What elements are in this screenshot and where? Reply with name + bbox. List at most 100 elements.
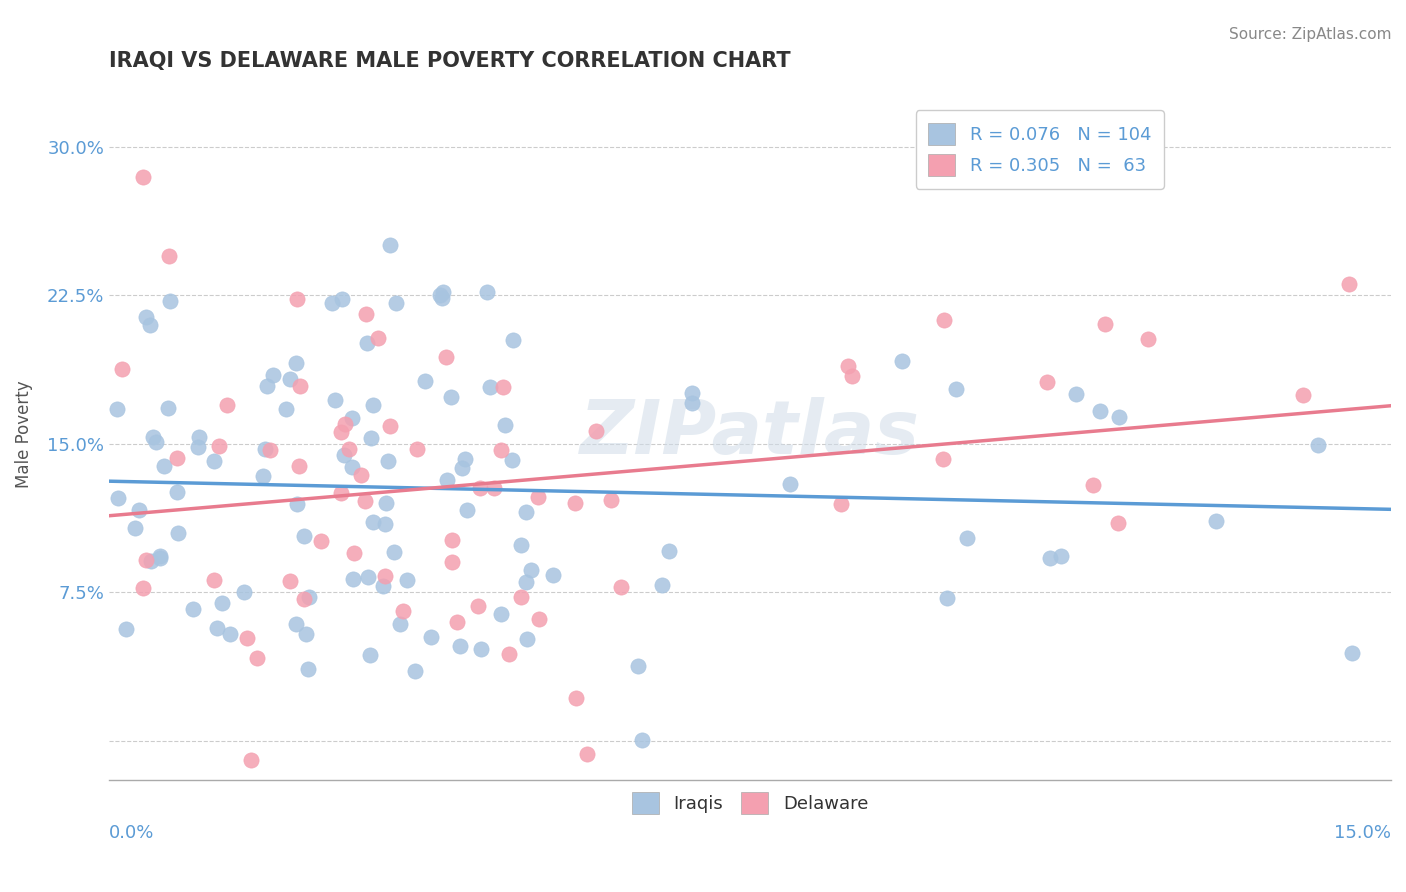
Point [389, 616, 412, 631]
Point [520, 563, 543, 577]
Point [340, 459, 363, 474]
Point [288, 378, 311, 392]
Point [361, 398, 384, 412]
Point [441, 556, 464, 570]
Point [515, 504, 537, 518]
Point [658, 544, 681, 558]
Point [359, 648, 381, 662]
Point [285, 292, 308, 306]
Point [1205, 514, 1227, 528]
Point [153, 459, 176, 474]
Point [945, 382, 967, 396]
Point [332, 448, 354, 462]
Point [434, 351, 457, 365]
Point [609, 580, 631, 594]
Point [501, 453, 523, 467]
Point [166, 485, 188, 500]
Point [509, 538, 531, 552]
Point [217, 398, 239, 412]
Point [132, 169, 155, 184]
Point [295, 627, 318, 641]
Point [492, 380, 515, 394]
Point [159, 294, 181, 309]
Point [115, 622, 138, 636]
Point [420, 630, 443, 644]
Point [278, 574, 301, 589]
Point [246, 650, 269, 665]
Point [298, 590, 321, 604]
Point [489, 443, 512, 458]
Point [285, 616, 308, 631]
Point [343, 546, 366, 560]
Point [259, 443, 281, 458]
Point [285, 497, 308, 511]
Point [111, 362, 134, 376]
Point [371, 579, 394, 593]
Point [515, 574, 537, 589]
Point [1339, 277, 1361, 291]
Point [956, 532, 979, 546]
Point [406, 442, 429, 457]
Point [454, 451, 477, 466]
Point [105, 401, 128, 416]
Point [396, 573, 419, 587]
Point [456, 503, 478, 517]
Point [297, 662, 319, 676]
Point [477, 285, 499, 299]
Point [236, 632, 259, 646]
Point [132, 581, 155, 595]
Point [256, 379, 278, 393]
Text: 15.0%: 15.0% [1334, 823, 1391, 842]
Point [681, 396, 703, 410]
Point [516, 632, 538, 646]
Point [527, 612, 550, 626]
Point [202, 574, 225, 588]
Point [543, 568, 565, 582]
Point [135, 552, 157, 566]
Point [309, 534, 332, 549]
Point [681, 386, 703, 401]
Point [321, 295, 343, 310]
Point [157, 249, 180, 263]
Point [366, 331, 388, 345]
Point [107, 491, 129, 505]
Point [1308, 438, 1330, 452]
Point [187, 440, 209, 454]
Point [378, 238, 401, 252]
Point [931, 452, 953, 467]
Point [479, 380, 502, 394]
Point [482, 481, 505, 495]
Point [1136, 333, 1159, 347]
Point [350, 467, 373, 482]
Point [413, 374, 436, 388]
Point [470, 641, 492, 656]
Point [467, 599, 489, 614]
Point [510, 590, 533, 604]
Point [599, 492, 621, 507]
Text: 0.0%: 0.0% [110, 823, 155, 842]
Point [374, 569, 396, 583]
Text: Source: ZipAtlas.com: Source: ZipAtlas.com [1229, 27, 1392, 42]
Point [779, 477, 801, 491]
Point [585, 424, 607, 438]
Point [564, 691, 586, 706]
Y-axis label: Male Poverty: Male Poverty [15, 380, 32, 488]
Point [374, 517, 396, 532]
Point [498, 647, 520, 661]
Legend: Iraqis, Delaware: Iraqis, Delaware [619, 780, 880, 827]
Point [526, 490, 548, 504]
Point [1036, 375, 1059, 389]
Point [202, 454, 225, 468]
Point [252, 468, 274, 483]
Point [494, 417, 516, 432]
Point [631, 732, 654, 747]
Point [439, 390, 461, 404]
Point [935, 591, 957, 606]
Point [841, 368, 863, 383]
Point [188, 429, 211, 443]
Point [1094, 317, 1116, 331]
Point [429, 288, 451, 302]
Point [142, 430, 165, 444]
Point [651, 577, 673, 591]
Point [207, 621, 229, 635]
